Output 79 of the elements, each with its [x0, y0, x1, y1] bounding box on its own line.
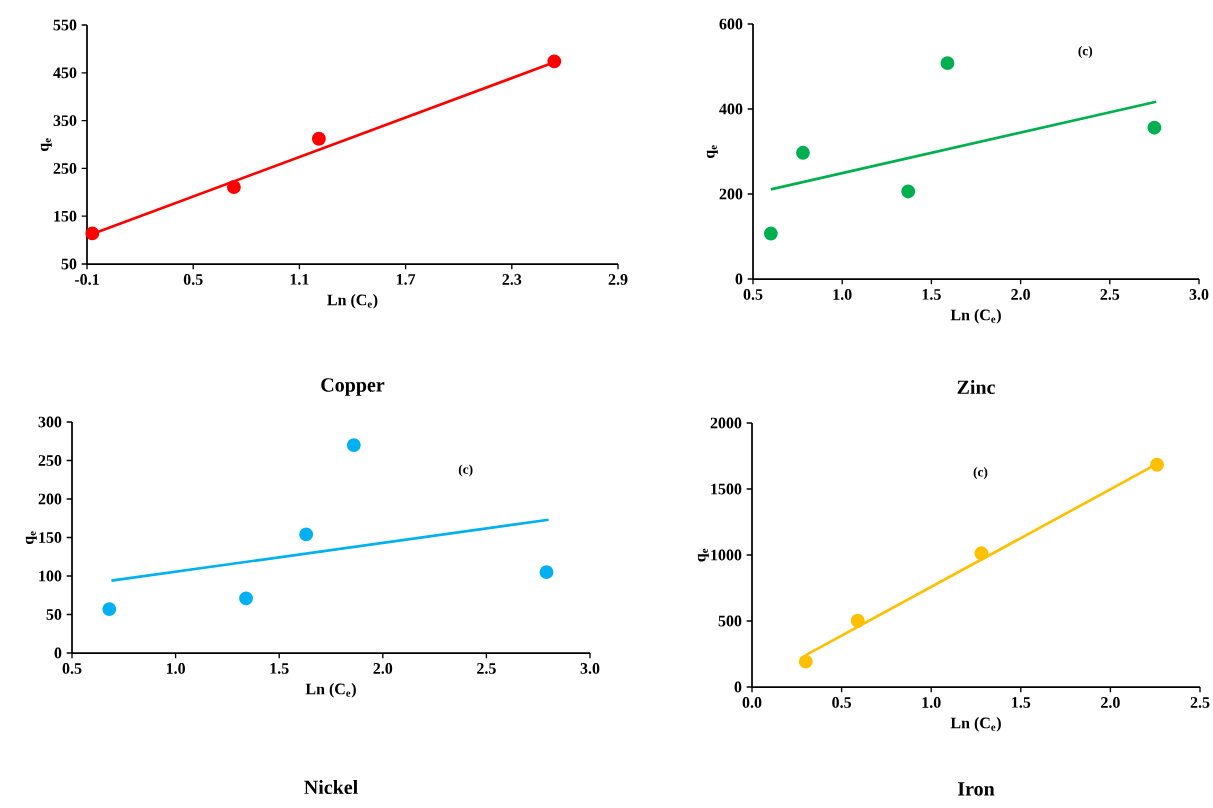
x-tick-label: 0.0 — [742, 697, 762, 708]
y-tick-label: 1500 — [711, 483, 742, 495]
y-tick-label: 250 — [38, 455, 62, 466]
point — [239, 591, 253, 606]
text: Iron — [957, 782, 995, 796]
y-tick-label: 400 — [719, 103, 743, 115]
y-tick-label: 600 — [719, 18, 743, 30]
x-tick-label: 1.7 — [396, 274, 416, 285]
point — [1147, 120, 1162, 135]
x-axis-title: Ln (C$_{e}$) — [305, 683, 356, 698]
x-tick-label: 2.5 — [477, 663, 496, 674]
x-tick-label: 0.5 — [832, 697, 852, 708]
y-tick-label: 350 — [53, 115, 77, 126]
x-tick-label: 2.0 — [1101, 697, 1120, 708]
y-axis-title: q$_{e}$ — [40, 138, 52, 152]
y-tick-label: 100 — [39, 570, 62, 582]
y-tick-label: 550 — [53, 19, 77, 31]
point — [974, 546, 989, 561]
point — [1150, 457, 1164, 472]
point — [547, 54, 562, 69]
y-tick-label: 2000 — [710, 417, 742, 429]
point — [850, 613, 865, 628]
x-tick-label: 2.5 — [1100, 289, 1120, 300]
y-tick-label: 50 — [46, 609, 62, 620]
y-tick-label: 450 — [53, 67, 77, 79]
x-axis-title: Ln (C$_{e}$) — [950, 717, 1001, 732]
x-tick-label: 2.0 — [1011, 289, 1030, 300]
y-axis-title: q$_{e}$ — [25, 531, 37, 545]
text: Nickel — [304, 779, 358, 795]
x-axis-title: Ln (C$_{e}$) — [327, 294, 378, 309]
text: Copper — [321, 378, 385, 396]
point — [901, 184, 916, 199]
y-tick-label: 250 — [53, 163, 77, 174]
annotation: (c) — [1078, 46, 1093, 59]
point — [798, 654, 813, 669]
point — [85, 226, 100, 241]
y-tick-label: 200 — [719, 188, 743, 200]
point — [226, 180, 241, 194]
x-tick-label: 2.0 — [373, 663, 393, 674]
point — [539, 565, 554, 580]
y-axis-title: q$_{e}$ — [706, 145, 718, 159]
y-tick-label: 150 — [39, 532, 62, 543]
point — [796, 145, 810, 160]
annotation: (c) — [973, 467, 988, 480]
x-tick-label: 1.5 — [922, 289, 941, 300]
y-tick-label: 1000 — [711, 549, 742, 561]
x-tick-label: 1.5 — [1012, 697, 1031, 708]
text: Zinc — [957, 379, 995, 395]
y-tick-label: 0 — [54, 647, 62, 659]
y-tick-label: 500 — [718, 615, 742, 627]
x-tick-label: 2.3 — [502, 274, 522, 285]
y-tick-label: 200 — [38, 493, 62, 505]
x-tick-label: 2.5 — [1190, 697, 1210, 708]
x-tick-label: -0.1 — [74, 274, 99, 285]
x-tick-label: 1.1 — [290, 274, 309, 285]
x-tick-label: 0.5 — [743, 289, 763, 300]
x-axis-title: Ln (C$_{e}$) — [950, 309, 1001, 324]
x-tick-label: 2.9 — [608, 274, 628, 285]
x-tick-label: 0.5 — [62, 663, 82, 674]
x-tick-label: 1.0 — [833, 289, 852, 300]
point — [299, 527, 314, 542]
point — [311, 131, 326, 146]
point — [346, 438, 361, 453]
x-tick-label: 3.0 — [580, 663, 600, 674]
x-tick-label: 1.0 — [166, 663, 185, 674]
x-tick-label: 1.5 — [270, 663, 289, 674]
y-tick-label: 0 — [734, 681, 742, 693]
point — [102, 602, 117, 617]
y-tick-label: 300 — [38, 416, 62, 428]
y-tick-label: 0 — [735, 273, 743, 285]
x-tick-label: 0.5 — [183, 274, 203, 285]
y-tick-label: 50 — [61, 258, 77, 270]
point — [940, 56, 955, 71]
x-tick-label: 1.0 — [922, 697, 941, 708]
y-tick-label: 150 — [54, 210, 77, 222]
y-axis-title: q$_{e}$ — [697, 548, 709, 562]
annotation: (c) — [458, 464, 473, 477]
x-tick-label: 3.0 — [1189, 289, 1209, 300]
point — [763, 226, 778, 241]
